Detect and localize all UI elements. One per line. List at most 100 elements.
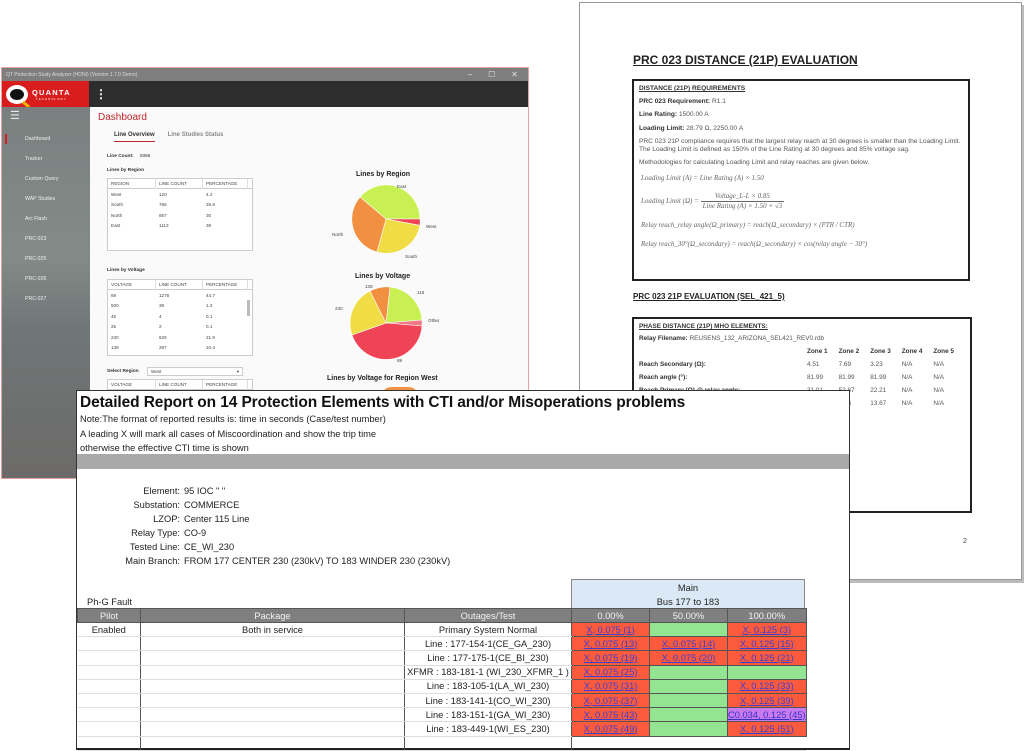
result-link[interactable]: X, 0.125 (33) — [739, 681, 794, 692]
sidebar-item-arc-flash[interactable]: Arc Flash — [25, 216, 47, 222]
pie-label: 230 — [335, 306, 343, 311]
sidebar: ☰ ⌂HOME OVERVIEW Dashboard Tracker Custo… — [2, 107, 146, 478]
voltage-pie-chart[interactable] — [346, 283, 430, 367]
q-logo-icon — [6, 84, 28, 104]
result-link[interactable]: X, 0.075 (19) — [583, 652, 638, 663]
sidebar-item-prc-023[interactable]: PRC-023 — [25, 236, 47, 242]
pie-label: East — [397, 184, 407, 189]
table-row[interactable]: 230 626 21.9 — [111, 334, 215, 340]
chart-title-region: Lines by Region — [356, 171, 411, 178]
minimize-button[interactable]: – — [467, 70, 473, 79]
formula-relay-reach-30: Relay reach_30°(Ω_secondary) = reach(Ω_s… — [641, 239, 868, 248]
formula-loading-limit-a: Loading Limit (A) = Line Rating (A) × 1.… — [641, 173, 764, 182]
requirements-header: DISTANCE (21P) REQUIREMENTS — [639, 85, 746, 92]
sidebar-item-tracker[interactable]: Tracker — [25, 156, 43, 162]
page-number: 2 — [963, 538, 967, 545]
result-link[interactable]: X, 0.125 (21) — [739, 652, 794, 663]
result-link[interactable]: X, 0.125 (15) — [739, 638, 794, 649]
table-row[interactable]: 69 1278 44.7 — [111, 292, 215, 298]
table-row: Line : 177-175-1(CE_BI_230) X, 0.075 (19… — [77, 650, 807, 666]
table-row[interactable]: East 1113 39 — [111, 223, 212, 229]
relay-filename-row: Relay Filename: REUSENS_132_ARIZONA_SEL4… — [639, 335, 825, 342]
table-row[interactable]: South 766 26.8 — [111, 202, 215, 208]
pie-label: 69 — [397, 358, 403, 363]
formula-relay-reach-primary: Relay reach_relay angle(Ω_primary) = rea… — [641, 220, 855, 229]
voltage-table-scrollbar[interactable] — [246, 292, 251, 353]
table-row[interactable]: 138 297 10.4 — [111, 345, 215, 351]
region-select[interactable]: West ▾ — [147, 367, 243, 376]
result-link[interactable]: X, 0.125 (3) — [742, 624, 792, 635]
section-divider — [77, 454, 849, 469]
methodology-text: Methodologies for calculating Loading Li… — [639, 159, 870, 167]
result-link[interactable]: X, 0.075 (49) — [583, 723, 638, 734]
line-rating-row: Line Rating: 1500.00 A — [639, 111, 709, 119]
table-row: Line : 183-449-1(WI_ES_230) X, 0.075 (49… — [77, 721, 807, 737]
relay-type-value: CO-9 — [184, 528, 207, 538]
hamburger-menu-icon[interactable]: ☰ — [10, 110, 20, 122]
sidebar-item-dashboard[interactable]: Dashboard — [2, 129, 90, 149]
sidebar-item-prc-027[interactable]: PRC-027 — [25, 296, 47, 302]
table-row: Line : 177-154-1(CE_GA_230) X, 0.075 (13… — [77, 636, 807, 652]
table-row[interactable]: West 120 4.2 — [111, 191, 213, 197]
lzop-value: Center 115 Line — [184, 514, 250, 524]
result-link[interactable]: X, 0.125 (51) — [739, 723, 794, 734]
maximize-button[interactable]: ☐ — [488, 70, 496, 79]
result-link[interactable]: X, 0.075 (13) — [583, 638, 638, 649]
result-link[interactable]: X, 0.075 (14) — [661, 638, 716, 649]
result-link[interactable]: X, 0.075 (1) — [586, 624, 635, 635]
main-branch-value: FROM 177 CENTER 230 (230kV) TO 183 WINDE… — [184, 556, 451, 566]
voltage-table-label: Lines by Voltage — [107, 268, 145, 273]
table-row[interactable]: 500 38 1.3 — [111, 303, 213, 309]
report-note: Note:The format of reported results is: … — [80, 414, 386, 424]
table-row[interactable]: 25 2 0.1 — [111, 324, 213, 330]
window-title: QT Protection Study Analyzer (HONI) (Ver… — [6, 71, 138, 78]
table-row: Line : 183-105-1(LA_WI_230) X, 0.075 (31… — [77, 678, 807, 694]
table-row[interactable]: North 857 30 — [111, 212, 212, 218]
formula-loading-limit-ohm: Loading Limit (Ω) = Voltage_L-L × 0.85 Li… — [641, 192, 785, 211]
element-value: 95 IOC " " — [184, 486, 226, 496]
tab-line-overview[interactable]: Line Overview — [114, 132, 155, 142]
fault-type: Ph-G Fault — [87, 597, 132, 607]
sidebar-item-prc-025[interactable]: PRC-025 — [25, 256, 47, 262]
tab-line-studies-status[interactable]: Line Studies Status — [167, 132, 224, 138]
close-button[interactable]: ✕ — [511, 70, 518, 79]
sidebar-item-prc-026[interactable]: PRC-026 — [25, 276, 47, 282]
app-header: QUANTA TECHNOLOGY ⋮ — [2, 81, 528, 107]
chart-title-region-west: Lines by Voltage for Region West — [327, 375, 438, 382]
result-link[interactable]: X, 0.075 (31) — [583, 681, 638, 692]
region-table-label: Lines by Region — [107, 168, 145, 173]
pie-label: Other — [428, 318, 440, 323]
report-note: otherwise the effective CTI time is show… — [80, 443, 249, 453]
pie-label: 115 — [417, 290, 425, 295]
result-link[interactable]: X, 0.075 (25) — [583, 667, 638, 678]
cti-results-table: Pilot Package Outages/Test 0.00% 50.00% … — [77, 608, 807, 751]
pie-label: 138 — [365, 284, 373, 289]
kebab-menu-icon[interactable]: ⋮ — [95, 87, 107, 101]
table-header-row: Pilot Package Outages/Test 0.00% 50.00% … — [77, 608, 807, 623]
voltage-table: VOLTAGE LINE COUNT PERCENTAGE 69 1278 44.7 5… — [107, 279, 253, 356]
region-pie-chart[interactable] — [348, 181, 428, 257]
zone-row: Reach angle (°): 81.99 81.99 81.99 N/A N/A — [639, 374, 945, 381]
result-link[interactable]: X, 0.075 (43) — [583, 709, 638, 720]
table-row: Line : 183-141-1(CO_WI_230) X, 0.075 (37… — [77, 692, 807, 709]
select-region-row: Select Region West ▾ — [107, 367, 243, 376]
sidebar-item-wap-studies[interactable]: WAP Studies — [25, 196, 56, 202]
result-link[interactable]: X, 0.075 (20) — [661, 652, 716, 663]
window-titlebar[interactable]: QT Protection Study Analyzer (HONI) (Ver… — [2, 68, 528, 81]
report-title: Detailed Report on 14 Protection Element… — [80, 394, 686, 411]
result-link[interactable]: X, 0.075 (37) — [583, 695, 638, 706]
pie-label: North — [332, 232, 344, 237]
evaluation-title: PRC 023 21P EVALUATION (SEL_421_5) — [633, 292, 785, 301]
table-row[interactable]: 46 4 0.1 — [111, 313, 213, 319]
table-row: XFMR : 183-181-1 (WI_230_XFMR_1 ) X, 0.0… — [77, 664, 807, 680]
result-link[interactable]: C0.034, 0.125 (45) — [728, 709, 806, 720]
sidebar-item-custom-query[interactable]: Custom Query — [25, 176, 59, 182]
loading-limit-row: Loading Limit: 28.79 Ω, 2250.00 A — [639, 124, 744, 132]
report-note: A leading X will mark all cases of Misco… — [80, 429, 377, 439]
table-row: Line : 183-151-1(GA_WI_230) X, 0.075 (43… — [77, 707, 807, 723]
pie-label: West — [426, 224, 437, 229]
region-table: REGION LINE COUNT PERCENTAGE West 120 4.2 So… — [107, 178, 253, 251]
result-link[interactable]: X, 0.125 (39) — [739, 695, 794, 706]
document-title: PRC 023 DISTANCE (21P) EVALUATION — [633, 53, 858, 67]
evaluation-header: PHASE DISTANCE (21P) MHO ELEMENTS: — [639, 323, 768, 330]
